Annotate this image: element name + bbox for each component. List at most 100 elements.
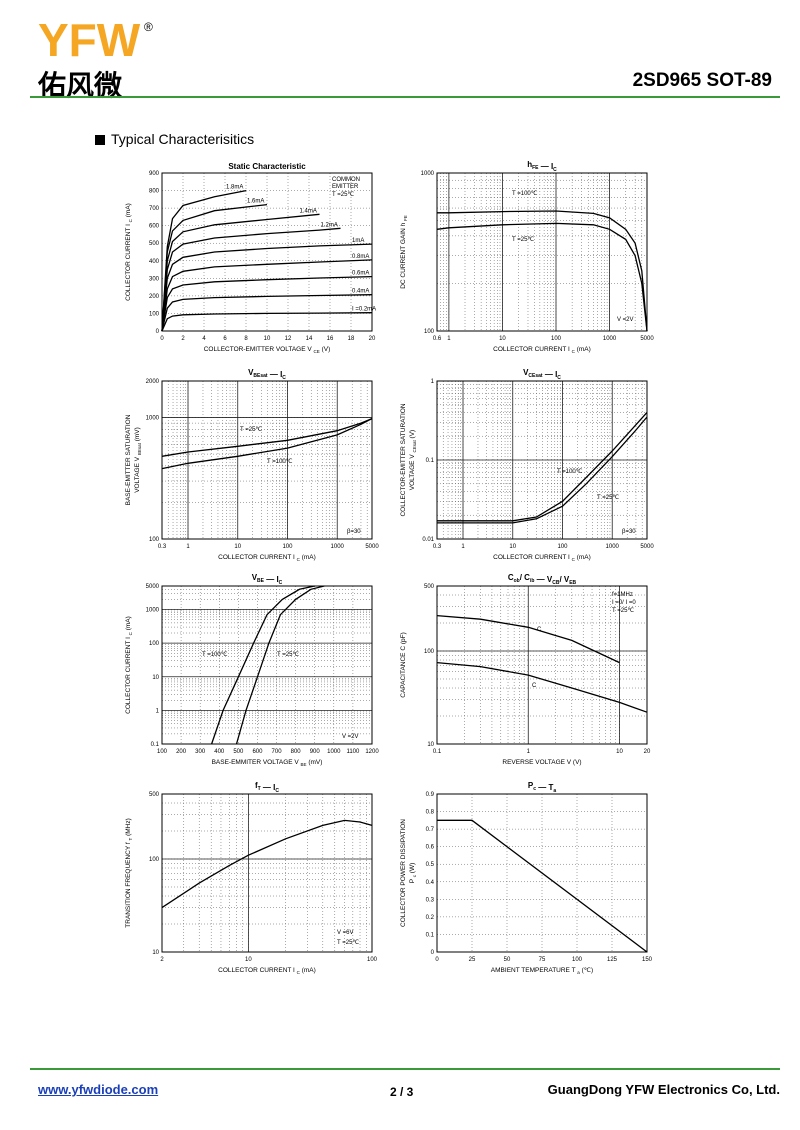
y-axis-label-unit: (mA)	[125, 203, 132, 219]
x-tick-label: 20	[369, 336, 376, 342]
y-axis-label-sub: T	[128, 837, 133, 840]
x-axis-label-sub: C	[572, 557, 576, 562]
website-link[interactable]: www.yfwdiode.com	[38, 1082, 159, 1097]
y-tick-label: 5000	[146, 584, 160, 590]
annotation: EMITTER	[332, 184, 359, 190]
series-line	[161, 227, 341, 332]
x-tick-label: 1000	[327, 749, 341, 755]
y-tick-label: 100	[424, 649, 435, 655]
series-line	[437, 416, 648, 524]
x-tick-label: 12	[285, 336, 292, 342]
y-tick-label: 0.7	[426, 827, 435, 833]
annotation: T =25℃	[277, 652, 299, 658]
y-tick-label: 0.6	[426, 845, 435, 851]
y-tick-label: 100	[149, 311, 160, 317]
series-line	[161, 418, 373, 470]
y-axis-label: CAPACITANCE C (pF)	[400, 632, 407, 698]
title-part: a	[553, 788, 556, 794]
x-axis-label-unit: (mA)	[575, 346, 591, 353]
x-tick-label: 2	[181, 336, 185, 342]
annotation: T =25℃	[240, 427, 262, 433]
title-part: c	[533, 786, 536, 792]
chart-svg: 0 25 50 75 100 125 150 0 0.1 0.2 0.3 0.4 0.5 0.6 0.7 0.…	[400, 781, 653, 975]
x-tick-label: 20	[644, 749, 651, 755]
y-tick-label: 500	[149, 792, 160, 798]
annotation: T =25℃	[512, 237, 534, 243]
x-tick-label: 5000	[640, 336, 654, 342]
chart-capacitance: 0.1 1 10 20 10 100 500 Cob/ Cib — VCB/ VEB REVER…	[395, 568, 675, 788]
title-part: —	[268, 370, 280, 379]
chart-svg: 0.1 1 10 20 10 100 500 Cob/ Cib — VCB/ VEB REVER…	[400, 573, 651, 766]
x-tick-label: 18	[348, 336, 355, 342]
x-tick-label: 4	[202, 336, 206, 342]
y-tick-label: 0.4	[426, 880, 435, 886]
title-part: I	[551, 162, 553, 171]
annotation: β=30	[347, 529, 361, 535]
title-part: V	[248, 368, 254, 377]
annotation: T =100℃	[267, 459, 293, 465]
curve-label: 1.4mA	[300, 208, 317, 214]
title-part: I	[555, 370, 557, 379]
plot-frame	[436, 585, 648, 745]
series-line	[437, 411, 648, 522]
x-tick-label: 2	[160, 957, 164, 963]
chart-vbe-ic: 100 200 300 400 500 600 700 800 900 1000 1100 1200 0…	[120, 568, 400, 788]
y-tick-label: 0.8	[426, 810, 435, 816]
series-line	[161, 275, 373, 332]
x-tick-label: 900	[310, 749, 321, 755]
x-axis-label-sub: BE	[301, 762, 307, 767]
chart-svg: 0 2 4 6 8 10 12 14 16 18 2001002003004005006007008…	[125, 162, 376, 354]
y-axis-label-sub: C	[128, 218, 133, 222]
y-axis-label: COLLECTOR CURRENT I C (mA)	[125, 616, 133, 714]
title-part: EB	[569, 580, 576, 586]
title-part: FE	[532, 165, 539, 171]
annotation: I =0/ I =0	[612, 600, 636, 606]
x-axis-label: COLLECTOR CURRENT I C (mA)	[493, 554, 591, 562]
annotation: β=30	[622, 529, 636, 535]
y-axis-label-sub: FE	[403, 215, 408, 221]
x-tick-label: 300	[195, 749, 206, 755]
title-part: C	[275, 788, 279, 794]
x-tick-label: 700	[272, 749, 283, 755]
plot-frame	[161, 793, 373, 953]
annotation: V =2V	[342, 734, 359, 740]
x-tick-label: 10	[234, 544, 241, 550]
y-tick-label: 100	[149, 537, 160, 543]
x-tick-label: 25	[469, 957, 476, 963]
y-tick-label: 100	[424, 329, 435, 335]
x-tick-label: 75	[539, 957, 546, 963]
y-tick-label: 0.3	[426, 897, 435, 903]
annotation: C	[537, 627, 542, 633]
x-axis-label-sub: C	[572, 349, 576, 354]
annotation: T =25℃	[337, 940, 359, 946]
footer-rule	[30, 1068, 780, 1070]
chart-vcesat-ic: 0.3 1 10 100 1000 5000 0.01 0.1 1 VCEsat — IC COLL…	[395, 363, 675, 583]
curve-label: 0.4mA	[352, 289, 369, 295]
chart-title: VBEsat — IC	[248, 368, 286, 381]
y-tick-label: 10	[152, 675, 159, 681]
x-tick-label: 800	[291, 749, 302, 755]
chart-title: Cob/ Cib — VCB/ VEB	[508, 573, 577, 586]
plot-frame	[436, 380, 648, 540]
plot-frame	[436, 793, 648, 953]
title-part: / C	[520, 573, 530, 582]
y-axis-label-2-unit: (W)	[409, 863, 416, 875]
grid	[436, 793, 648, 953]
x-axis-label-unit: (mV)	[307, 759, 323, 766]
x-tick-label: 400	[214, 749, 225, 755]
x-tick-label: 200	[176, 749, 187, 755]
y-tick-label: 100	[149, 641, 160, 647]
title-part: V	[523, 368, 529, 377]
x-tick-label: 100	[157, 749, 168, 755]
x-axis-label-unit: (V)	[320, 346, 330, 353]
plot-frame	[161, 380, 373, 540]
x-axis-label-unit: (mA)	[575, 554, 591, 561]
series-line	[210, 585, 315, 745]
title-part: ib	[530, 578, 534, 584]
x-tick-label: 1	[186, 544, 190, 550]
curve-label: 1mA	[352, 238, 364, 244]
title-part: C	[553, 167, 557, 173]
y-tick-label: 400	[149, 259, 160, 265]
x-tick-label: 14	[306, 336, 313, 342]
grid	[436, 172, 648, 332]
